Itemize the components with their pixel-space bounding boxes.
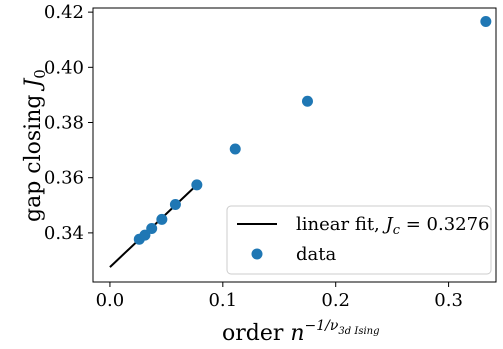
y-tick-label: 0.36 — [44, 168, 84, 189]
x-axis-ticks: 0.0 0.1 0.2 0.3 — [96, 282, 463, 311]
y-tick-label: 0.42 — [44, 2, 84, 23]
x-tick-label: 0.2 — [321, 290, 350, 311]
legend-box — [226, 205, 492, 275]
y-axis-label: gap closing J0 — [21, 69, 49, 222]
legend-data-label: data — [296, 244, 336, 265]
points-layer — [133, 16, 492, 245]
legend-data-swatch — [251, 248, 263, 260]
data-point — [169, 198, 181, 210]
y-tick-label: 0.34 — [44, 223, 84, 244]
legend: linear fit, Jc = 0.3276 data — [226, 205, 492, 275]
data-point — [480, 16, 492, 28]
data-point — [156, 213, 168, 225]
x-tick-label: 0.1 — [208, 290, 237, 311]
x-tick-label: 0.3 — [434, 290, 463, 311]
data-point — [139, 229, 151, 241]
plot-frame — [92, 7, 497, 283]
y-tick-label: 0.38 — [44, 113, 84, 134]
y-axis-ticks: 0.34 0.36 0.38 0.40 0.42 — [44, 2, 93, 244]
y-tick-label: 0.40 — [44, 57, 84, 78]
x-tick-label: 0.0 — [96, 290, 125, 311]
data-point — [146, 222, 158, 234]
data-point — [229, 143, 241, 155]
data-point — [191, 179, 203, 191]
x-axis-label: order n−1/ν3d Ising — [222, 318, 380, 346]
legend-fit-label: linear fit, Jc = 0.3276 — [296, 214, 490, 238]
data-point — [301, 95, 313, 107]
